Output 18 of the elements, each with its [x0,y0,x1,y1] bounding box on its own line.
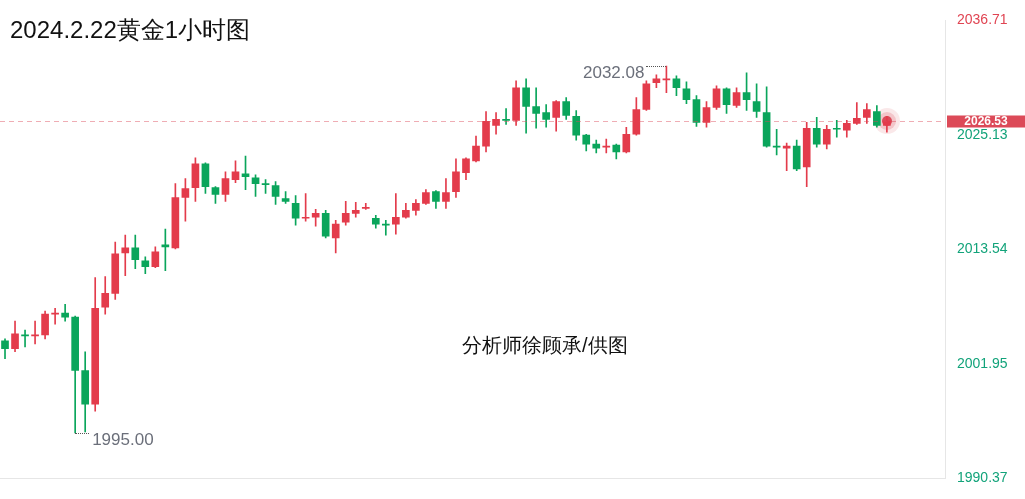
chart-title: 2024.2.22黄金1小时图 [10,15,251,45]
candlestick [532,87,540,129]
candlestick [502,108,510,125]
candlestick [351,202,360,218]
annotation: 2032.08 [582,63,645,83]
y-tick-label: 1990.37 [957,469,1008,486]
candlestick [852,102,861,125]
candlestick [61,303,69,322]
candlestick [361,203,370,210]
y-tick-label: 2036.71 [957,11,1008,28]
y-tick-label: 2013.54 [957,240,1008,257]
candlestick [381,219,390,236]
annotation: 分析师徐顾承/供图 [462,334,628,357]
candlestick [392,193,400,235]
y-tick-label: 2001.95 [957,354,1008,371]
candlestick [832,120,841,138]
annotation: 1995.00 [92,430,154,450]
candlestick [121,234,130,276]
